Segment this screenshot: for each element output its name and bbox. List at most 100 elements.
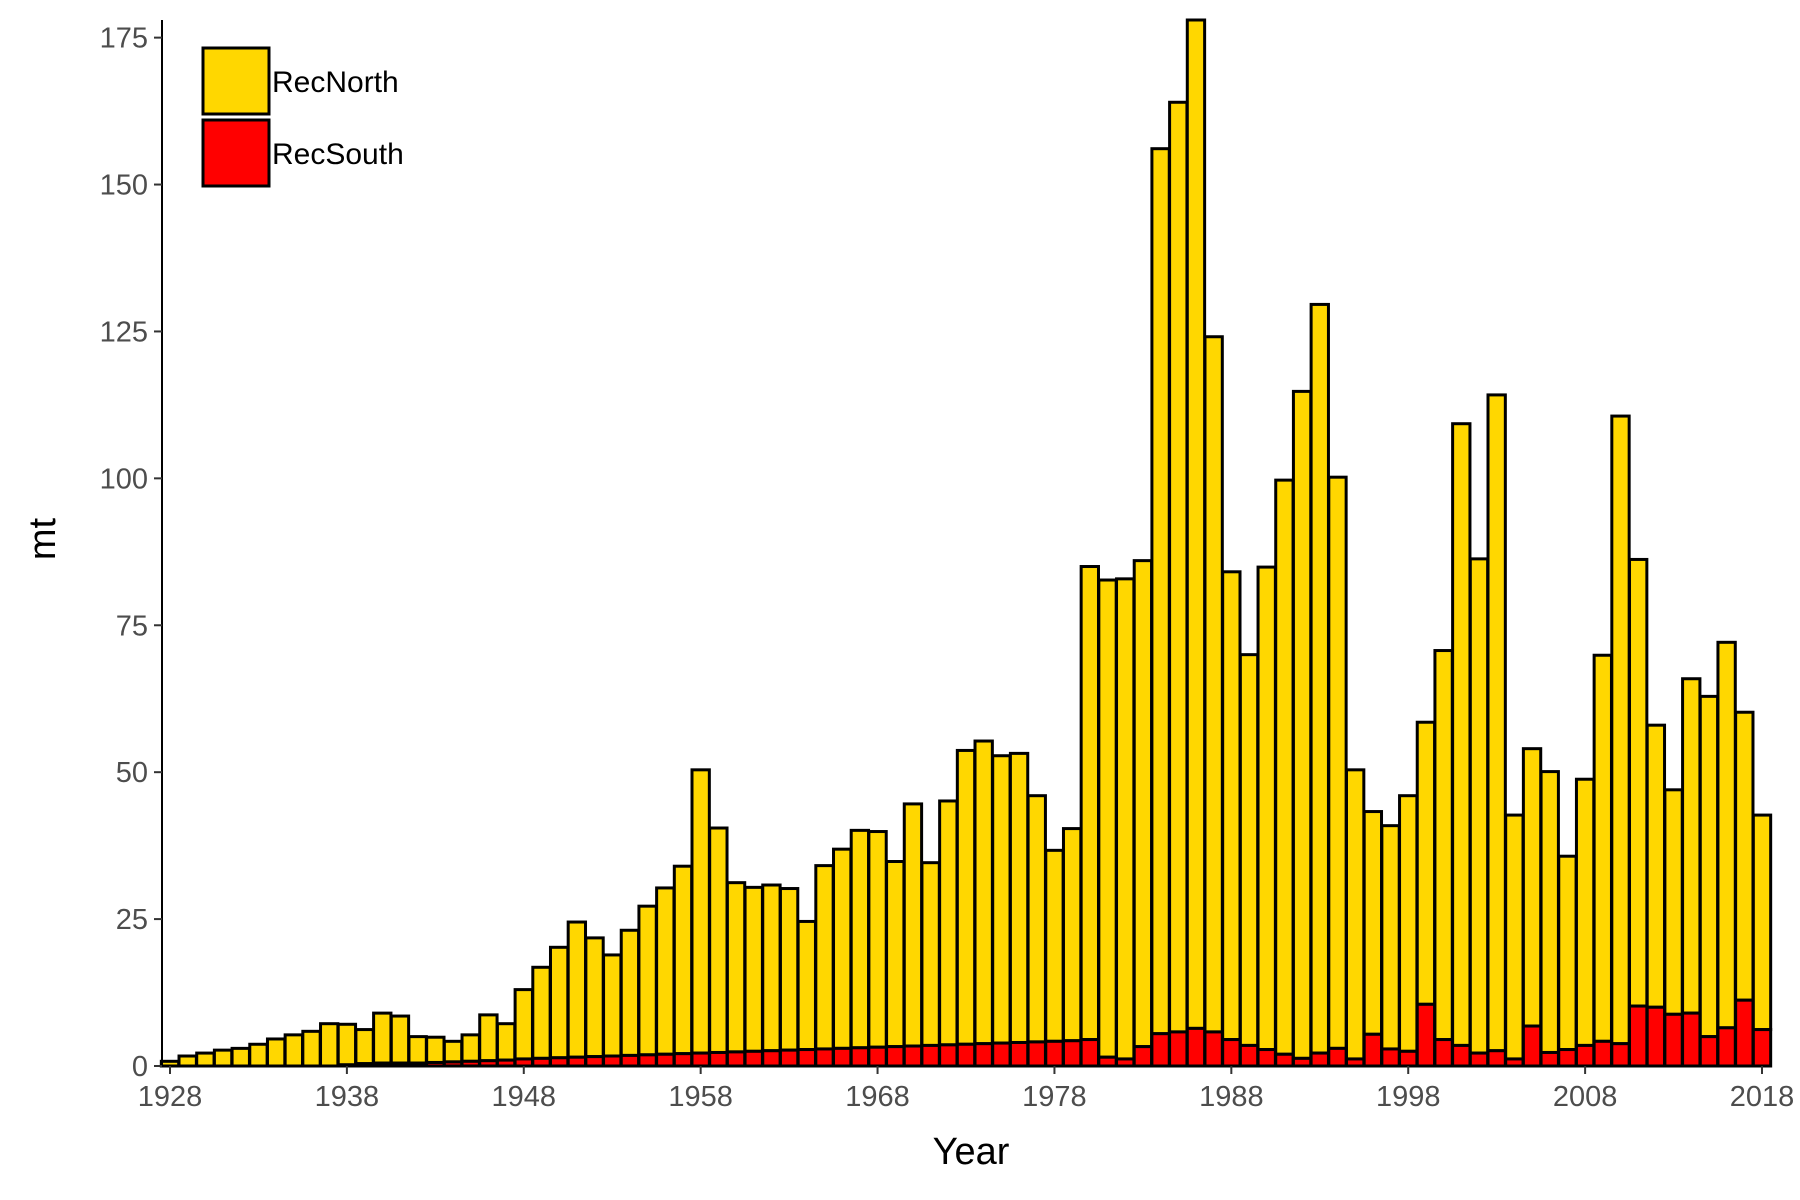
bar-recsouth-1961: [743, 1049, 764, 1068]
bar-recsouth-1990: [1256, 1048, 1277, 1068]
bar-recnorth-1980: [1079, 565, 1100, 1042]
bar-recnorth-1958: [690, 768, 711, 1055]
bar-recsouth-1965: [814, 1047, 835, 1068]
bar-recsouth-1950: [548, 1056, 570, 1068]
bar-recnorth-1994: [1327, 475, 1348, 1050]
bar-recsouth-1952: [584, 1055, 605, 1068]
bar-recnorth-1974: [973, 739, 994, 1046]
bar-recnorth-2018: [1751, 813, 1773, 1032]
bar-recnorth-1931: [212, 1048, 234, 1068]
bar-recnorth-1935: [283, 1033, 304, 1068]
bar-recsouth-2011: [1628, 1004, 1649, 1068]
bar-recnorth-1968: [867, 830, 888, 1049]
bar-recsouth-1988: [1221, 1038, 1242, 1068]
bar-recsouth-1956: [655, 1052, 676, 1068]
bar-recsouth-1972: [938, 1043, 959, 1068]
bar-recnorth-2002: [1468, 557, 1490, 1055]
bar-recsouth-1992: [1291, 1056, 1313, 1068]
bar-recnorth-1952: [584, 936, 605, 1059]
bar-recsouth-1969: [885, 1045, 906, 1068]
bar-recnorth-1988: [1221, 570, 1242, 1042]
axes-layer: 0 25 50 75 100 125 150 175 1928 1938 1948 1958 1968 1…: [100, 20, 1794, 1113]
x-tick-label-1938: 1938: [315, 1081, 380, 1113]
bar-recsouth-1968: [867, 1045, 888, 1068]
bar-recnorth-1971: [920, 861, 941, 1047]
bar-recnorth-1939: [354, 1028, 375, 1066]
bar-recnorth-1943: [425, 1035, 446, 1064]
bar-recsouth-2017: [1734, 998, 1755, 1068]
bar-recnorth-1960: [725, 881, 747, 1054]
bar-recsouth-1981: [1097, 1055, 1118, 1068]
bar-recnorth-1976: [1008, 751, 1030, 1044]
bar-recnorth-2009: [1592, 653, 1613, 1043]
bar-recsouth-1951: [566, 1055, 588, 1068]
bar-recsouth-2008: [1574, 1043, 1596, 1068]
legend-key-recsouth: [201, 118, 271, 188]
bar-recnorth-1993: [1309, 302, 1330, 1055]
bar-recnorth-1965: [814, 864, 835, 1051]
bar-recnorth-1992: [1291, 389, 1313, 1060]
bar-recnorth-1972: [938, 799, 959, 1047]
bar-recnorth-1981: [1097, 578, 1118, 1059]
bar-recnorth-1934: [265, 1037, 287, 1068]
y-tick-label-75: 75: [116, 610, 148, 642]
bar-recsouth-2010: [1610, 1042, 1631, 1068]
bar-recsouth-1964: [796, 1048, 817, 1068]
y-tick-label-150: 150: [100, 170, 148, 202]
bar-recnorth-1999: [1415, 720, 1437, 1006]
bar-recnorth-1947: [495, 1022, 517, 1062]
bar-recsouth-1963: [778, 1048, 800, 1068]
bar-recnorth-1963: [778, 887, 800, 1052]
x-tick-label-1978: 1978: [1022, 1081, 1087, 1113]
bar-recsouth-1949: [531, 1056, 552, 1068]
bar-recnorth-1957: [672, 864, 694, 1056]
bar-recnorth-1941: [389, 1014, 411, 1065]
bar-recsouth-1958: [690, 1051, 711, 1068]
bar-recsouth-1984: [1150, 1032, 1171, 1068]
bar-recsouth-1967: [849, 1046, 871, 1068]
bar-recnorth-1929: [177, 1054, 198, 1068]
bar-recnorth-1983: [1132, 559, 1154, 1049]
x-tick-label-1928: 1928: [138, 1081, 203, 1113]
bar-recnorth-1937: [319, 1022, 340, 1068]
bar-recsouth-1994: [1327, 1046, 1348, 1068]
bar-recnorth-1961: [743, 885, 764, 1053]
bar-recnorth-2001: [1451, 422, 1472, 1047]
bar-recsouth-1971: [920, 1043, 941, 1068]
bar-recnorth-1997: [1380, 824, 1401, 1051]
x-axis-title: Year: [933, 1131, 1010, 1173]
bar-recsouth-1954: [619, 1053, 641, 1068]
bar-recnorth-2006: [1539, 770, 1560, 1054]
bar-recnorth-1969: [885, 860, 906, 1049]
bar-recnorth-1987: [1203, 335, 1224, 1034]
bar-recsouth-1979: [1061, 1039, 1083, 1068]
bar-recsouth-1948: [513, 1057, 534, 1068]
bar-recnorth-2000: [1433, 649, 1454, 1042]
bar-recnorth-1932: [230, 1046, 251, 1068]
bar-recnorth-1954: [619, 928, 641, 1057]
bar-recnorth-1978: [1044, 848, 1065, 1043]
bar-recsouth-1982: [1115, 1057, 1136, 1068]
bar-recsouth-2002: [1468, 1051, 1490, 1068]
bar-recnorth-1986: [1185, 18, 1207, 1030]
y-tick-label-125: 125: [100, 316, 148, 348]
bar-recnorth-1938: [336, 1022, 358, 1067]
bar-recsouth-2009: [1592, 1039, 1613, 1068]
bars-layer: [159, 18, 1773, 1068]
bar-recnorth-1982: [1115, 577, 1136, 1061]
bar-recnorth-1989: [1238, 653, 1260, 1047]
bar-recnorth-1995: [1344, 768, 1366, 1061]
bar-recnorth-2017: [1734, 710, 1755, 1002]
bar-recsouth-1985: [1168, 1030, 1189, 1068]
bar-recsouth-1970: [902, 1044, 924, 1068]
bar-recnorth-1996: [1362, 810, 1384, 1036]
bar-recsouth-1986: [1185, 1026, 1207, 1068]
bar-recnorth-1962: [761, 883, 782, 1053]
bar-recsouth-1989: [1238, 1043, 1260, 1068]
bar-recsouth-1960: [725, 1050, 747, 1068]
bar-recnorth-1933: [248, 1042, 269, 1068]
bar-recnorth-1955: [637, 904, 658, 1057]
bar-recsouth-2000: [1433, 1038, 1454, 1068]
bar-recnorth-1936: [301, 1029, 322, 1068]
y-tick-label-175: 175: [100, 23, 148, 55]
